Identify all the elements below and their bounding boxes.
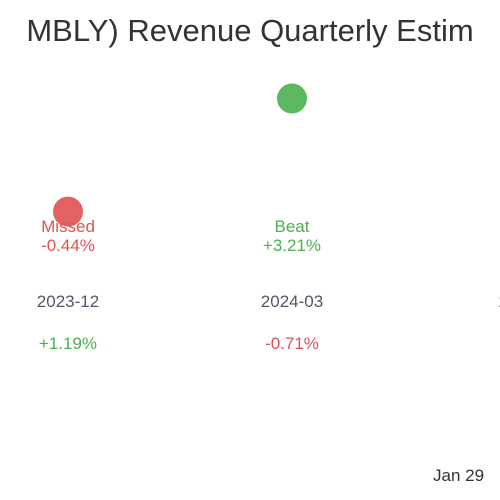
surprise-label: +3.21% (263, 236, 321, 255)
period-label: 20 (499, 292, 500, 311)
period-label: 2024-03 (261, 292, 323, 311)
chart-title: MBLY) Revenue Quarterly Estim (26, 13, 474, 48)
period-label: 2023-12 (37, 292, 99, 311)
change-label: +1.19% (39, 334, 97, 353)
surprise-point (277, 83, 307, 114)
result-label: Missed (41, 217, 95, 236)
change-label: -0.71% (265, 334, 319, 353)
surprise-point (53, 196, 83, 227)
chart-date: Jan 29 (433, 466, 485, 485)
result-label: Beat (275, 217, 310, 236)
surprise-label: -0.44% (41, 236, 95, 255)
